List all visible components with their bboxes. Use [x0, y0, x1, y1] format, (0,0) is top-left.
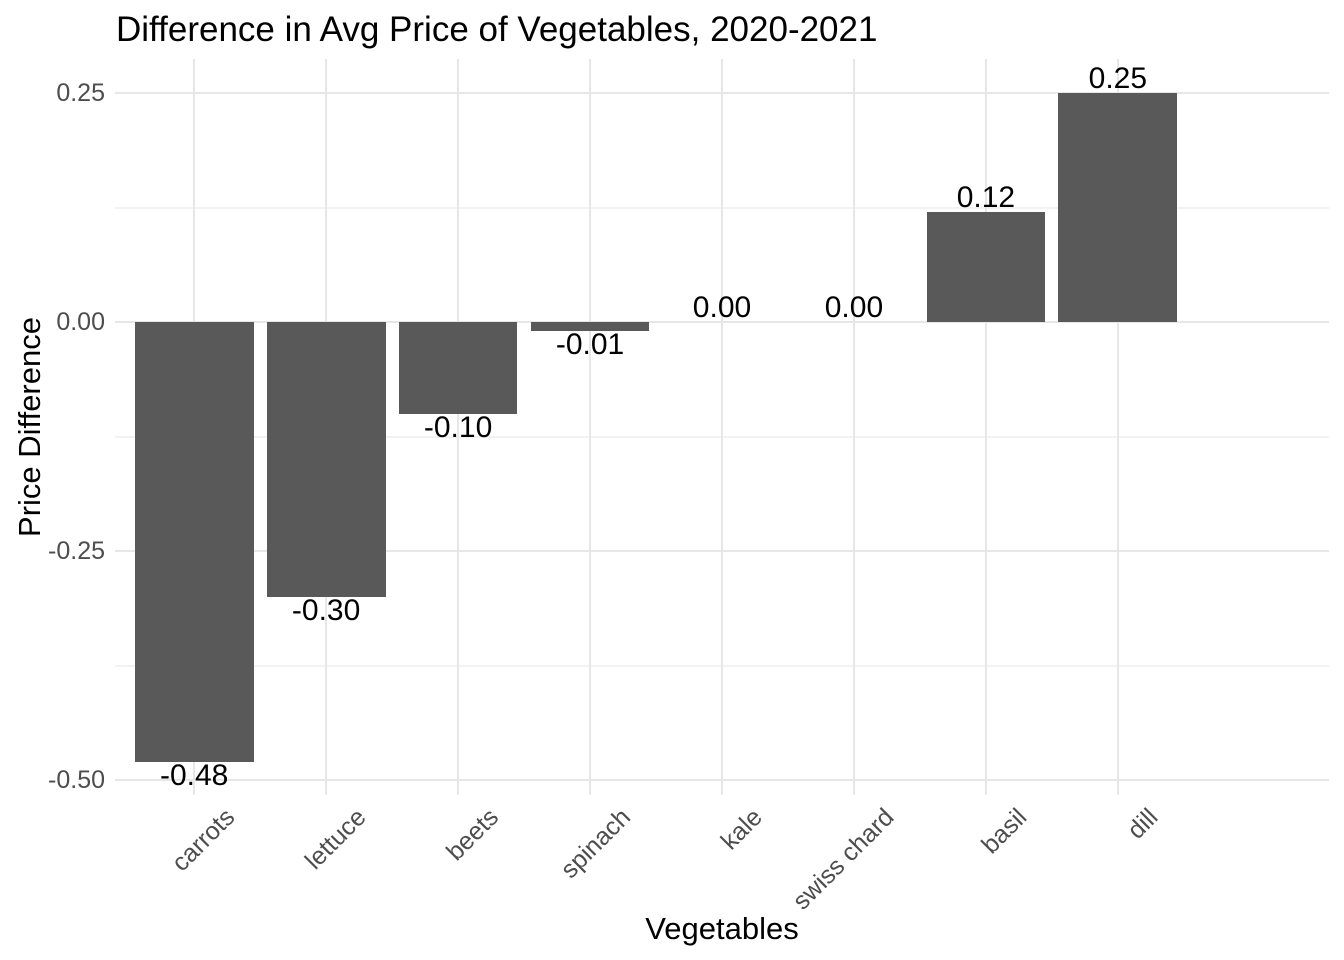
bar-value-label-kale: 0.00	[692, 291, 752, 324]
gridline-x-kale	[721, 59, 723, 795]
bar-value-label-lettuce: -0.30	[291, 593, 361, 627]
y-tick-label--0.50: -0.50	[48, 766, 105, 794]
x-tick-label-kale: kale	[715, 803, 768, 856]
x-axis-title-text: Vegetables	[645, 911, 799, 946]
x-tick-label-lettuce: lettuce	[300, 803, 373, 875]
bar-value-label-carrots: -0.48	[159, 758, 229, 792]
bar-value-label-beets: -0.10	[423, 410, 493, 444]
y-tick-label-0.00: 0.00	[56, 308, 105, 336]
x-tick-label-beets: beets	[440, 803, 504, 867]
gridline-x-spinach	[589, 59, 592, 795]
bar-value-label-spinach: -0.01	[555, 328, 625, 362]
plot-panel: -0.48 -0.30 -0.10 -0.01 0.00 0.00 0.12 0.25	[115, 59, 1329, 795]
x-tick-label-swiss-chard: swiss chard	[787, 803, 900, 916]
bar-value-label-dill: 0.25	[1088, 62, 1148, 95]
chart-title: Difference in Avg Price of Vegetables, 2…	[116, 10, 878, 49]
bar-value-label-basil: 0.12	[956, 181, 1016, 215]
gridline-x-beets	[457, 59, 460, 795]
x-tick-label-carrots: carrots	[166, 803, 241, 877]
bar-carrots	[134, 322, 254, 762]
x-tick-label-dill: dill	[1122, 803, 1164, 845]
bar-beets	[398, 322, 518, 414]
bar-spinach	[530, 322, 650, 332]
y-tick-label-0.25: 0.25	[56, 79, 105, 107]
bar-value-label-swiss-chard: 0.00	[824, 291, 884, 324]
gridline-x-swiss-chard	[852, 59, 855, 795]
x-tick-label-spinach: spinach	[555, 803, 636, 884]
bar-dill	[1058, 93, 1178, 322]
y-tick-label--0.25: -0.25	[48, 537, 105, 565]
y-axis-title-text: Price Difference	[12, 317, 47, 537]
x-tick-label-basil: basil	[975, 803, 1032, 860]
gridline-x-dill	[1116, 59, 1119, 795]
bar-basil	[926, 212, 1046, 322]
gridline-x-basil	[984, 59, 987, 795]
bar-lettuce	[266, 322, 386, 597]
